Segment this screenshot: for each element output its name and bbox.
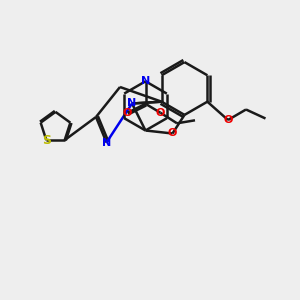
Text: O: O bbox=[168, 128, 177, 139]
Text: O: O bbox=[123, 108, 132, 118]
Text: O: O bbox=[156, 108, 165, 118]
Text: N: N bbox=[128, 98, 136, 109]
Text: O: O bbox=[223, 115, 233, 125]
Text: N: N bbox=[102, 137, 111, 148]
Text: S: S bbox=[42, 134, 51, 147]
Text: N: N bbox=[141, 76, 150, 86]
